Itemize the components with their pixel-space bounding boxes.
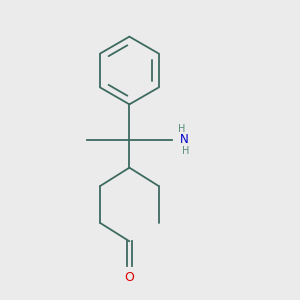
Text: H: H xyxy=(178,124,186,134)
Text: O: O xyxy=(124,271,134,284)
Text: N: N xyxy=(180,133,189,146)
Text: H: H xyxy=(182,146,189,156)
